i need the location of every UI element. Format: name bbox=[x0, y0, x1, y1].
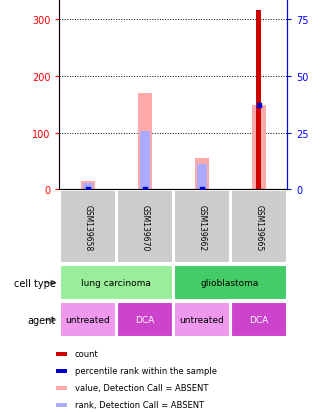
Bar bbox=[231, 191, 286, 263]
Bar bbox=[140, 132, 150, 190]
Text: DCA: DCA bbox=[249, 316, 268, 325]
Point bbox=[256, 102, 261, 109]
Text: agent: agent bbox=[28, 315, 56, 325]
Bar bbox=[174, 266, 286, 300]
Text: GSM139665: GSM139665 bbox=[254, 204, 263, 250]
Bar bbox=[174, 303, 230, 337]
Bar bbox=[195, 159, 209, 190]
Bar bbox=[60, 191, 116, 263]
Text: untreated: untreated bbox=[179, 316, 224, 325]
Bar bbox=[56, 386, 67, 390]
Text: cell type: cell type bbox=[14, 278, 56, 288]
Text: DCA: DCA bbox=[135, 316, 154, 325]
Text: untreated: untreated bbox=[65, 316, 110, 325]
Bar bbox=[56, 352, 67, 356]
Text: GSM139670: GSM139670 bbox=[140, 204, 149, 250]
Text: percentile rank within the sample: percentile rank within the sample bbox=[75, 366, 217, 375]
Point bbox=[199, 187, 204, 193]
Bar bbox=[117, 303, 173, 337]
Text: rank, Detection Call = ABSENT: rank, Detection Call = ABSENT bbox=[75, 400, 204, 409]
Bar bbox=[256, 11, 261, 190]
Bar bbox=[60, 266, 173, 300]
Bar bbox=[81, 181, 95, 190]
Text: count: count bbox=[75, 350, 98, 358]
Bar bbox=[60, 303, 116, 337]
Bar bbox=[56, 369, 67, 373]
Bar bbox=[231, 303, 286, 337]
Text: lung carcinoma: lung carcinoma bbox=[82, 278, 151, 287]
Point bbox=[85, 187, 90, 193]
Bar bbox=[117, 191, 173, 263]
Bar bbox=[138, 93, 152, 190]
Bar bbox=[174, 191, 230, 263]
Bar bbox=[83, 183, 93, 190]
Text: GSM139658: GSM139658 bbox=[83, 204, 92, 250]
Point bbox=[142, 187, 148, 193]
Bar bbox=[56, 403, 67, 407]
Text: glioblastoma: glioblastoma bbox=[201, 278, 259, 287]
Text: GSM139662: GSM139662 bbox=[197, 204, 206, 250]
Bar bbox=[197, 164, 207, 190]
Bar bbox=[251, 106, 266, 190]
Text: value, Detection Call = ABSENT: value, Detection Call = ABSENT bbox=[75, 383, 208, 392]
